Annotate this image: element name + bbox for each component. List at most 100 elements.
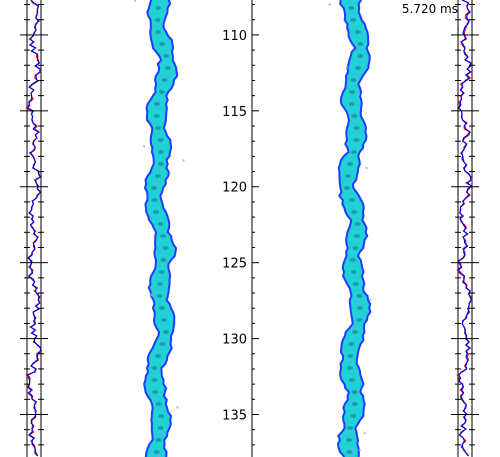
jet-core-blob — [158, 306, 165, 310]
jet-core-blob — [155, 402, 162, 406]
jet-core-blob — [157, 138, 164, 142]
jet-core-blob — [347, 354, 354, 358]
jet-core-blob — [160, 234, 167, 238]
center-y-axis: 110 115 120 125 130 135 — [222, 0, 259, 457]
jet-core-blob — [153, 114, 160, 118]
jet-core-blob — [155, 126, 161, 130]
jet-core-blob — [355, 30, 361, 34]
jet-core-blob — [164, 66, 171, 70]
jet-core-blob — [348, 342, 355, 346]
jet-core-blob — [352, 282, 359, 286]
jet-core-blob — [348, 102, 355, 106]
jet-core-blob — [346, 450, 353, 454]
jet-core-blob — [151, 186, 157, 190]
jet-core-blob — [157, 222, 164, 226]
jet-core-blob — [353, 126, 360, 130]
jet-core-blob — [347, 426, 353, 430]
y-tick-label: 135 — [222, 408, 247, 423]
jet-core-blob — [151, 378, 158, 382]
droplet — [365, 166, 368, 170]
jet-core-blob — [350, 270, 357, 274]
jet-core-blob — [357, 54, 364, 58]
droplet — [351, 449, 354, 452]
jet-core-blob — [161, 318, 168, 322]
droplet — [328, 3, 331, 6]
jet-core-blob — [351, 402, 358, 406]
jet-core-blob — [159, 42, 166, 46]
droplet — [142, 145, 146, 148]
jet-core-blob — [349, 258, 356, 262]
jet-core-blob — [162, 246, 169, 250]
droplet — [156, 454, 160, 457]
jet-core-blob — [343, 186, 350, 190]
jet-core-blob — [356, 306, 363, 310]
jet-core-blob — [151, 198, 158, 202]
jet-core-blob — [157, 162, 164, 166]
droplet — [363, 432, 366, 435]
jet-core-blob — [152, 390, 159, 394]
profile-series-primary — [457, 0, 473, 457]
jet-core-blob — [350, 414, 357, 418]
jet-core-blob — [354, 66, 361, 70]
jet-core-blob — [154, 18, 161, 22]
jet-core-blob — [354, 222, 361, 226]
jet-core-blob — [352, 330, 358, 334]
jet-core-blob — [345, 174, 352, 178]
y-tick-label: 125 — [222, 257, 247, 272]
jet-core-blob — [350, 18, 357, 22]
jet-core-blob — [351, 114, 358, 118]
droplet — [357, 93, 360, 97]
jet-core-blob — [160, 258, 167, 262]
jet-core-blob — [154, 354, 161, 358]
jet-core-blob — [346, 162, 353, 166]
droplet — [161, 431, 164, 435]
y-tick-label: 130 — [222, 333, 247, 348]
jet-core-blob — [353, 138, 360, 142]
jet-core-blob — [155, 6, 162, 10]
jet-core-blob — [357, 42, 364, 46]
jet-field-panel-2 — [328, 0, 372, 457]
jet-core-blob — [161, 78, 168, 82]
profile-series-secondary — [456, 0, 473, 457]
jet-core-blob — [151, 366, 158, 370]
droplet — [356, 302, 360, 305]
droplet — [149, 293, 153, 296]
jet-body — [336, 0, 372, 457]
jet-core-blob — [347, 366, 353, 370]
jet-core-blob — [154, 174, 161, 178]
droplet — [176, 406, 179, 409]
y-tick-label: 120 — [222, 181, 247, 196]
jet-field-panel-1 — [133, 0, 185, 457]
droplet — [351, 327, 355, 330]
jet-core-blob — [155, 30, 162, 34]
jet-core-blob — [163, 54, 170, 58]
jet-core-blob — [153, 102, 160, 106]
droplet — [154, 182, 158, 186]
jet-core-blob — [163, 330, 169, 334]
droplet — [358, 448, 361, 452]
right-profile-panel — [451, 0, 479, 457]
jet-core-blob — [159, 342, 166, 346]
droplet — [133, 0, 137, 2]
jet-body — [143, 0, 179, 457]
jet-core-blob — [158, 90, 165, 94]
jet-core-blob — [349, 90, 356, 94]
y-tick-label: 110 — [222, 29, 247, 44]
droplet — [368, 298, 372, 301]
jet-core-blob — [350, 78, 357, 82]
jet-core-blob — [354, 234, 360, 238]
jet-core-blob — [356, 318, 363, 322]
jet-core-blob — [156, 294, 163, 298]
jet-core-blob — [351, 390, 358, 394]
jet-core-blob — [348, 378, 355, 382]
jet-core-blob — [346, 438, 352, 442]
jet-core-blob — [351, 210, 358, 214]
droplet — [165, 42, 168, 45]
jet-core-blob — [348, 198, 355, 202]
jet-core-blob — [153, 450, 160, 454]
jet-core-blob — [157, 426, 164, 430]
jet-core-blob — [153, 210, 159, 214]
time-label: 5.720 ms — [401, 2, 458, 16]
jet-core-blob — [348, 6, 355, 10]
